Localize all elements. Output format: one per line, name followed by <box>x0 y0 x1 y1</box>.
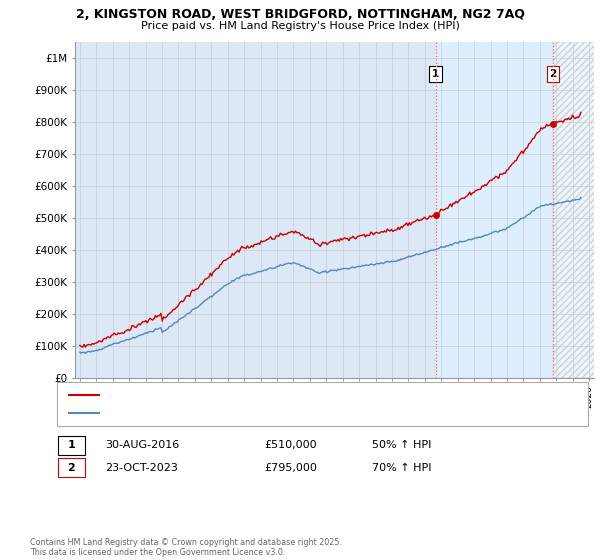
Text: 50% ↑ HPI: 50% ↑ HPI <box>372 440 431 450</box>
Text: Contains HM Land Registry data © Crown copyright and database right 2025.
This d: Contains HM Land Registry data © Crown c… <box>30 538 342 557</box>
Text: £795,000: £795,000 <box>264 463 317 473</box>
Text: 2, KINGSTON ROAD, WEST BRIDGFORD, NOTTINGHAM, NG2 7AQ (detached house): 2, KINGSTON ROAD, WEST BRIDGFORD, NOTTIN… <box>105 391 477 400</box>
Text: 70% ↑ HPI: 70% ↑ HPI <box>372 463 431 473</box>
Text: 1: 1 <box>68 440 75 450</box>
Text: HPI: Average price, detached house, Rushcliffe: HPI: Average price, detached house, Rush… <box>105 409 317 418</box>
Text: 2: 2 <box>68 463 75 473</box>
Text: 1: 1 <box>432 69 439 79</box>
Text: Price paid vs. HM Land Registry's House Price Index (HPI): Price paid vs. HM Land Registry's House … <box>140 21 460 31</box>
Bar <box>553 42 600 378</box>
Text: 2, KINGSTON ROAD, WEST BRIDGFORD, NOTTINGHAM, NG2 7AQ: 2, KINGSTON ROAD, WEST BRIDGFORD, NOTTIN… <box>76 8 524 21</box>
Text: 2: 2 <box>550 69 557 79</box>
Bar <box>436 42 553 378</box>
Text: 23-OCT-2023: 23-OCT-2023 <box>105 463 178 473</box>
Text: £510,000: £510,000 <box>264 440 317 450</box>
Text: 30-AUG-2016: 30-AUG-2016 <box>105 440 179 450</box>
